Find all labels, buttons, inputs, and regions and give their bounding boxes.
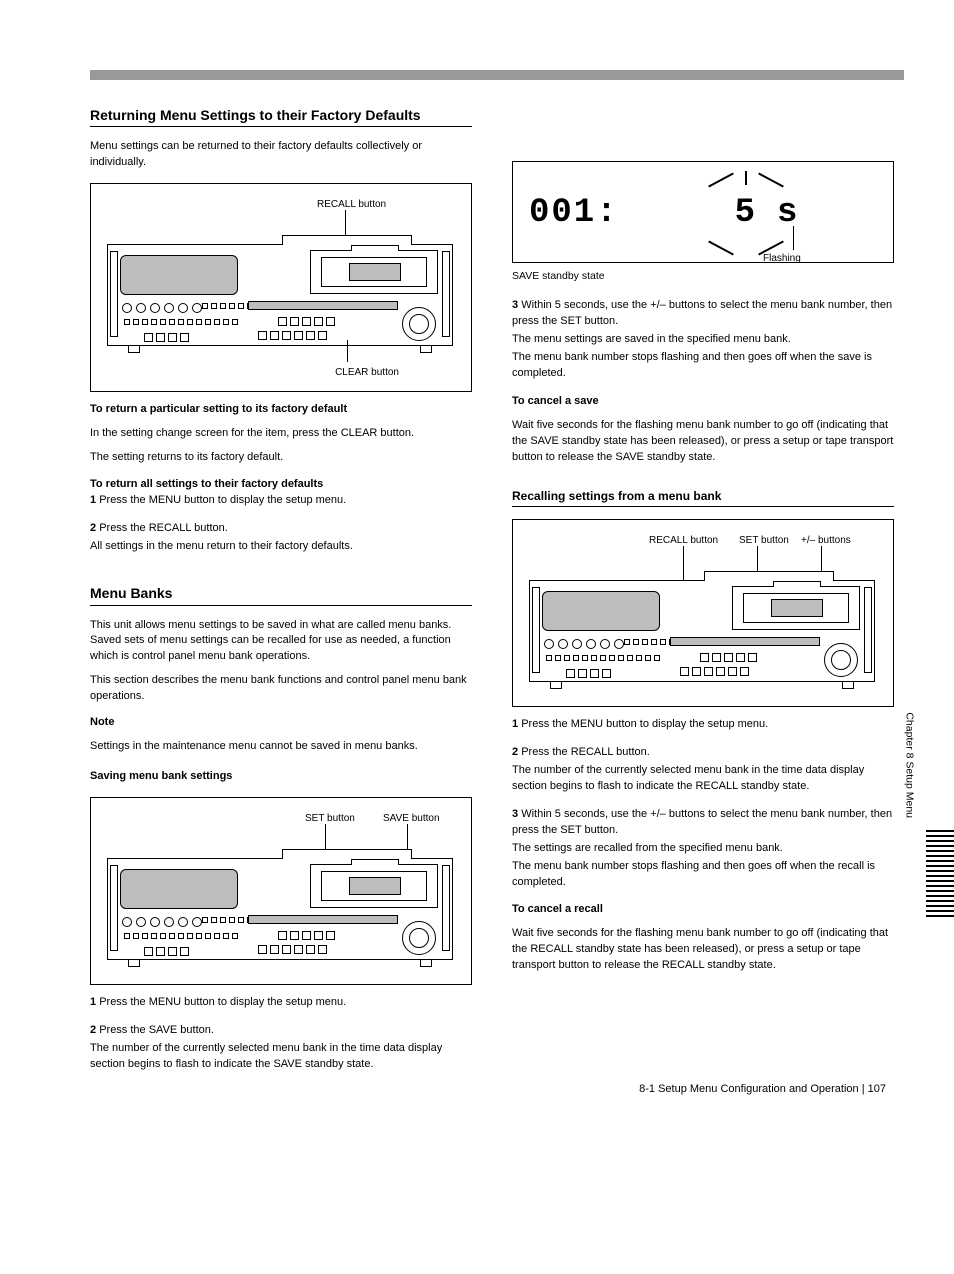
note-body: Settings in the maintenance menu cannot …	[90, 739, 472, 755]
subhead-particular: To return a particular setting to its fa…	[90, 402, 472, 418]
device-console	[107, 244, 453, 346]
label-set2: SET button	[739, 534, 789, 549]
figure-box-3: RECALL button SET button +/– buttons	[512, 519, 894, 707]
subhead-saving: Saving menu bank settings	[90, 769, 472, 785]
step-num: 2	[512, 746, 518, 758]
lcd-value: 5	[735, 194, 757, 232]
subhead-all: To return all settings to their factory …	[90, 477, 472, 493]
lcd-flash-label: Flashing	[763, 252, 801, 267]
page-footer: 8-1 Setup Menu Configuration and Operati…	[639, 1083, 900, 1095]
thumb-tab	[926, 830, 954, 920]
step-sub: The number of the currently selected men…	[512, 763, 894, 795]
step-text: Press the SAVE button.	[99, 1024, 214, 1036]
lcd-left: 001:	[529, 189, 619, 238]
step-sub: All settings in the menu return to their…	[90, 539, 472, 555]
cancel-save-body: Wait five seconds for the flashing menu …	[512, 418, 894, 466]
heading-recall: Recalling settings from a menu bank	[512, 488, 894, 507]
step-num: 3	[512, 299, 518, 311]
label-recall: RECALL button	[317, 198, 386, 213]
sub1-body2: The setting returns to its factory defau…	[90, 450, 472, 466]
cancel-recall-title: To cancel a recall	[512, 902, 894, 918]
leader-line-2	[347, 340, 348, 362]
cancel-recall-body: Wait five seconds for the flashing menu …	[512, 926, 894, 974]
note-head: Note	[90, 715, 472, 731]
cancel-save-title: To cancel a save	[512, 394, 894, 410]
step-num: 3	[512, 808, 518, 820]
label-save: SAVE button	[383, 812, 440, 827]
sub1-body1: In the setting change screen for the ite…	[90, 426, 472, 442]
lcd-unit: s	[777, 189, 799, 238]
step-num: 1	[512, 718, 518, 730]
mb-para1: This unit allows menu settings to be sav…	[90, 618, 472, 666]
heading-menu-banks: Menu Banks	[90, 583, 472, 605]
chapter-label: Chapter 8 Setup Menu	[904, 712, 916, 818]
step-text: Press the RECALL button.	[521, 746, 650, 758]
label-pm: +/– buttons	[801, 534, 851, 549]
figure-box-1: RECALL button	[90, 183, 472, 392]
label-clear: CLEAR button	[107, 366, 455, 381]
right-column: 001: 5 s Flashing SAVE standby state	[512, 105, 894, 1085]
lcd-figure: 001: 5 s Flashing	[512, 161, 894, 263]
device-console	[107, 858, 453, 960]
step-sub2: The menu bank number stops flashing and …	[512, 859, 894, 891]
step-sub1: The menu settings are saved in the speci…	[512, 332, 894, 348]
step-text: Within 5 seconds, use the +/– buttons to…	[512, 299, 892, 327]
step-text: Press the MENU button to display the set…	[99, 996, 346, 1008]
heading-return-defaults: Returning Menu Settings to their Factory…	[90, 105, 472, 127]
step-num: 2	[90, 522, 96, 534]
left-column: Returning Menu Settings to their Factory…	[90, 105, 472, 1085]
top-rule	[90, 70, 904, 80]
step-text: Press the RECALL button.	[99, 522, 228, 534]
step-sub: The number of the currently selected men…	[90, 1041, 472, 1073]
intro-text: Menu settings can be returned to their f…	[90, 139, 472, 171]
lcd-caption: SAVE standby state	[512, 269, 894, 284]
figure-box-2: SET button SAVE button	[90, 797, 472, 985]
step-num: 1	[90, 494, 96, 506]
step-text: Press the MENU button to display the set…	[99, 494, 346, 506]
device-console	[529, 580, 875, 682]
step-num: 1	[90, 996, 96, 1008]
step-text: Press the MENU button to display the set…	[521, 718, 768, 730]
step-sub2: The menu bank number stops flashing and …	[512, 350, 894, 382]
step-text: Within 5 seconds, use the +/– buttons to…	[512, 808, 892, 836]
footer-page: 107	[868, 1083, 886, 1095]
mb-para2: This section describes the menu bank fun…	[90, 673, 472, 705]
footer-section: 8-1 Setup Menu Configuration and Operati…	[639, 1083, 868, 1095]
step-num: 2	[90, 1024, 96, 1036]
step-sub1: The settings are recalled from the speci…	[512, 841, 894, 857]
label-set: SET button	[305, 812, 355, 827]
